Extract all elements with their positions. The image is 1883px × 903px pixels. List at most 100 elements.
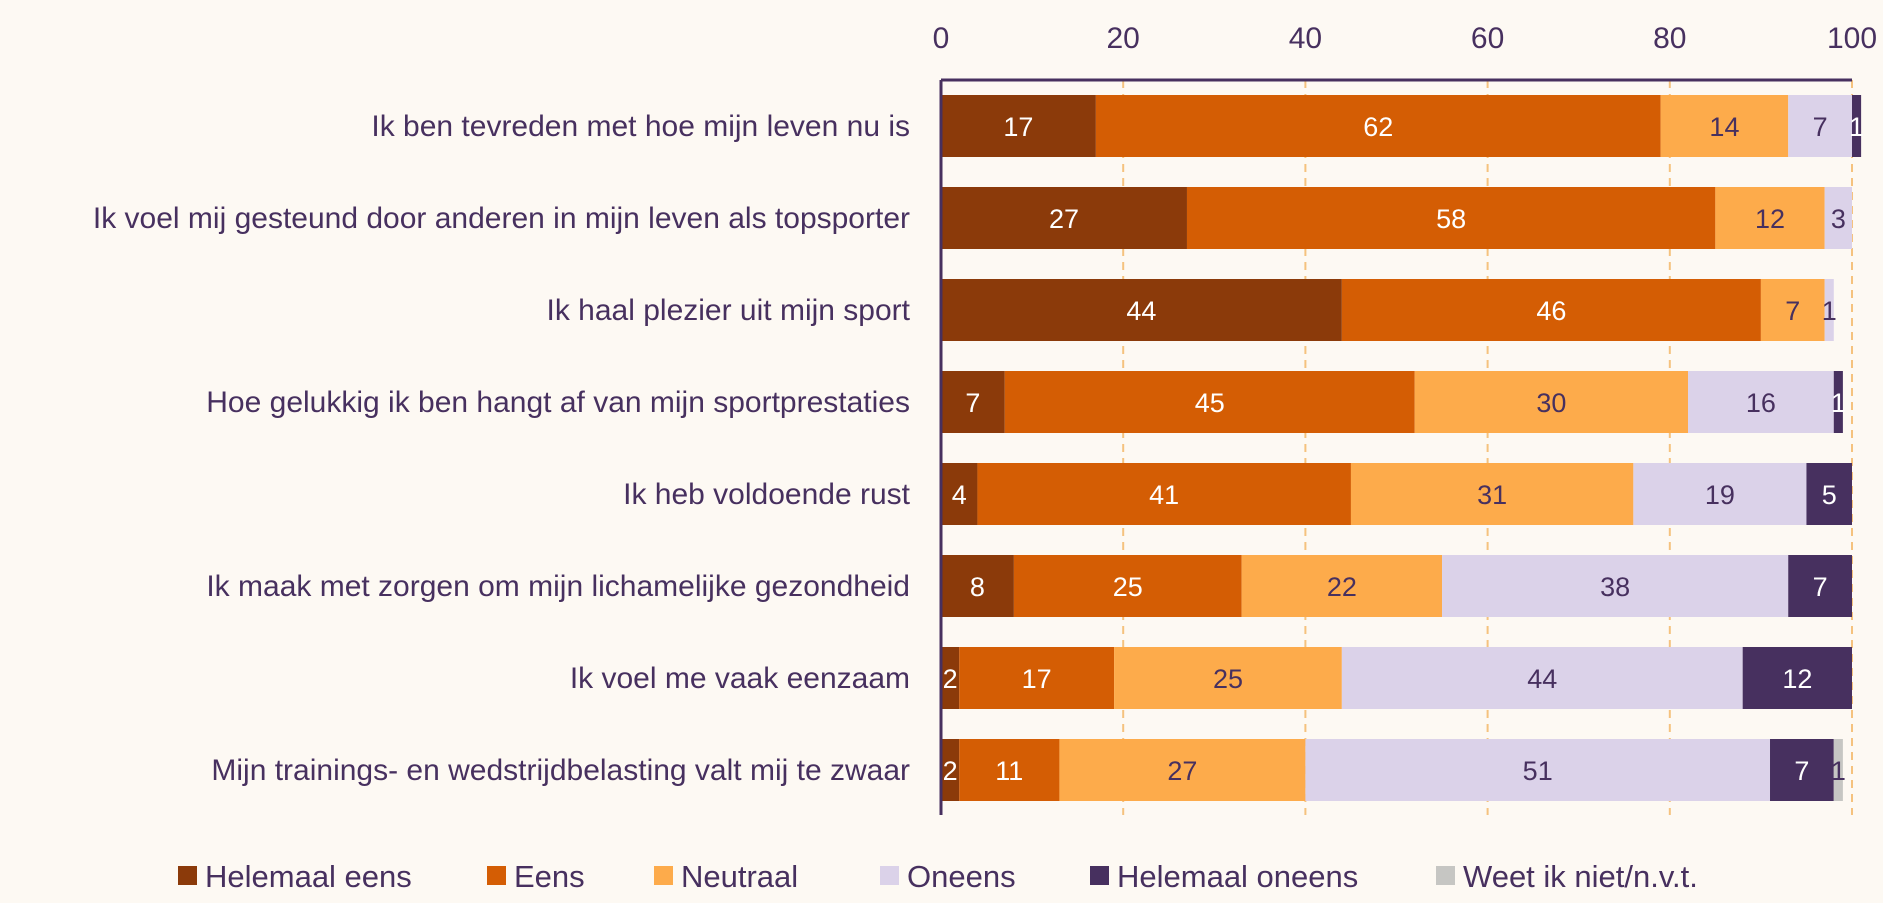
bar-segment (941, 187, 1187, 249)
bar-segment (1186, 187, 1716, 249)
data-label: 1 (1849, 112, 1864, 142)
data-label: 45 (1195, 388, 1225, 418)
bar-segment (1715, 187, 1825, 249)
bar-segment (1350, 463, 1634, 525)
bar-segment (959, 739, 1060, 801)
legend-label: Helemaal eens (205, 859, 412, 894)
data-label: 22 (1327, 572, 1357, 602)
data-label: 27 (1049, 204, 1079, 234)
data-label: 38 (1600, 572, 1630, 602)
bar-segment (1241, 555, 1443, 617)
data-label: 7 (965, 388, 980, 418)
data-label: 17 (1003, 112, 1033, 142)
category-label: Ik voel me vaak eenzaam (570, 662, 910, 695)
data-label: 1 (1831, 388, 1846, 418)
data-label: 1 (1831, 756, 1846, 786)
legend-swatch (1090, 866, 1109, 885)
data-label: 44 (1126, 296, 1156, 326)
data-label: 25 (1113, 572, 1143, 602)
bar-segment (977, 463, 1351, 525)
legend-label: Neutraal (681, 859, 798, 894)
data-label: 30 (1536, 388, 1566, 418)
legend-swatch (880, 866, 899, 885)
legend-swatch (1436, 866, 1455, 885)
bar-segment (1305, 739, 1771, 801)
data-label: 25 (1213, 664, 1243, 694)
data-label: 62 (1363, 112, 1393, 142)
bar-segment (1824, 279, 1834, 341)
category-labels: Ik ben tevreden met hoe mijn leven nu is… (93, 110, 911, 787)
legend: Helemaal eens Eens Neutraal Oneens Helemaal … (178, 859, 1698, 894)
bar-segment (959, 647, 1115, 709)
bar-segment (1414, 371, 1689, 433)
bar-segment (1660, 95, 1789, 157)
data-label: 14 (1709, 112, 1739, 142)
data-label: 58 (1436, 204, 1466, 234)
bar-segment (1095, 95, 1661, 157)
data-label: 19 (1705, 480, 1735, 510)
data-label: 31 (1477, 480, 1507, 510)
bar-segment (1852, 95, 1862, 157)
category-label: Ik heb voldoende rust (623, 478, 911, 511)
legend-label: Oneens (907, 859, 1016, 894)
legend-swatch (178, 866, 197, 885)
category-label: Ik ben tevreden met hoe mijn leven nu is (371, 110, 910, 143)
data-label: 11 (995, 756, 1023, 786)
bar-segment (1824, 187, 1852, 249)
bar-segment (941, 555, 1014, 617)
data-label: 4 (952, 480, 967, 510)
data-label: 7 (1813, 572, 1828, 602)
data-label: 16 (1746, 388, 1776, 418)
x-tick-label: 20 (1107, 22, 1140, 55)
data-label: 44 (1527, 664, 1557, 694)
legend-swatch (487, 866, 506, 885)
bar-segment (1742, 647, 1852, 709)
data-label: 3 (1831, 204, 1846, 234)
bar-segment (941, 95, 1096, 157)
data-label: 7 (1813, 112, 1828, 142)
bar-segment (941, 647, 960, 709)
bar-segment (1633, 463, 1807, 525)
data-label: 41 (1149, 480, 1179, 510)
data-label: 2 (943, 756, 958, 786)
bar-segment (941, 371, 1005, 433)
category-label: Hoe gelukkig ik ben hangt af van mijn sp… (206, 386, 910, 419)
gridlines (1122, 80, 1853, 815)
bar-segment (1806, 463, 1852, 525)
axes: 0 20 40 60 80 100 (933, 22, 1877, 815)
category-label: Ik maak met zorgen om mijn lichamelijke … (206, 570, 910, 603)
bar-segment (941, 279, 1342, 341)
bar-segment (1341, 647, 1743, 709)
bars: 17 62 14 7 127 58 12 344 46 7 17 45 30 16 14 41 31 19 58 25… (941, 95, 1864, 801)
bar-segment (1059, 739, 1306, 801)
legend-label: Weet ik niet/n.v.t. (1463, 859, 1698, 894)
data-label: 12 (1782, 664, 1812, 694)
bar-segment (1760, 279, 1825, 341)
bar-segment (1833, 739, 1843, 801)
bar-segment (1341, 279, 1761, 341)
bar-segment (941, 739, 960, 801)
bar-segment (1114, 647, 1342, 709)
x-tick-label: 80 (1653, 22, 1686, 55)
data-label: 17 (1022, 664, 1052, 694)
bar-segment (1788, 95, 1852, 157)
data-label: 8 (970, 572, 985, 602)
bar-segment (1688, 371, 1834, 433)
data-label: 7 (1785, 296, 1800, 326)
legend-swatch (654, 866, 673, 885)
legend-label: Eens (514, 859, 585, 894)
data-label: 7 (1794, 756, 1809, 786)
bar-segment (1442, 555, 1789, 617)
data-label: 2 (943, 664, 958, 694)
data-label: 46 (1536, 296, 1566, 326)
legend-label: Helemaal oneens (1117, 859, 1358, 894)
bar-segment (1013, 555, 1242, 617)
bar-segment (1788, 555, 1852, 617)
data-label: 12 (1755, 204, 1785, 234)
category-label: Mijn trainings- en wedstrijdbelasting va… (211, 754, 910, 787)
data-label: 51 (1523, 756, 1553, 786)
data-label: 5 (1822, 480, 1837, 510)
data-label: 27 (1167, 756, 1197, 786)
category-label: Ik haal plezier uit mijn sport (547, 294, 911, 327)
